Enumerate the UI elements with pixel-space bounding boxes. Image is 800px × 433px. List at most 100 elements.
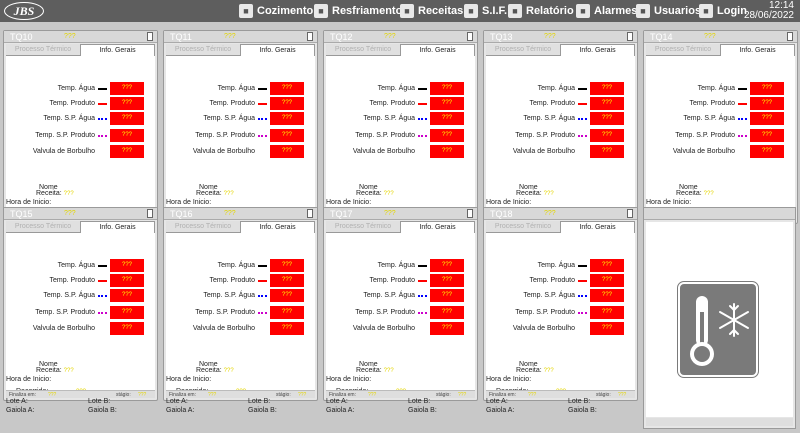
panel-title: TQ13 <box>490 32 513 42</box>
panel-expand-button[interactable] <box>147 32 153 41</box>
stagio-value: ??? <box>298 392 307 398</box>
tab-info-gerais[interactable]: Info. Gerais <box>80 221 155 233</box>
tab-info-gerais[interactable]: Info. Gerais <box>400 44 475 56</box>
panel-expand-button[interactable] <box>627 209 633 218</box>
measurement-label: Temp. S.P. Água <box>43 115 95 122</box>
measurement-value: ??? <box>110 259 144 272</box>
tab-info-gerais[interactable]: Info. Gerais <box>240 44 315 56</box>
measurement-label: Temp. Produto <box>49 277 95 284</box>
measurement-value: ??? <box>110 97 144 110</box>
tab-processo-termico[interactable]: Processo Térmico <box>486 44 560 56</box>
hora-inicio-label: Hora de Inicio: <box>6 199 52 206</box>
stagio-value: ??? <box>138 392 147 398</box>
tab-processo-termico[interactable]: Processo Térmico <box>166 44 240 56</box>
tab-info-gerais[interactable]: Info. Gerais <box>560 44 635 56</box>
nav-label: Resfriamento <box>332 5 403 17</box>
panel-expand-button[interactable] <box>147 209 153 218</box>
measurement-value: ??? <box>430 129 464 142</box>
measurement-label: Temp. Produto <box>529 100 575 107</box>
nav-sif-button[interactable]: ■ S.I.F. <box>464 0 507 22</box>
panel-expand-button[interactable] <box>307 32 313 41</box>
panel-body: Temp. Água??? Temp. Produto??? Temp. S.P. … <box>6 233 155 414</box>
panel-title-bar: TQ16??? <box>164 208 317 220</box>
measurement-row: Temp. S.P. Água??? <box>486 112 635 125</box>
tab-processo-termico[interactable]: Processo Térmico <box>326 44 400 56</box>
series-indicator <box>578 135 587 137</box>
panel-expand-button[interactable] <box>627 32 633 41</box>
tab-processo-termico[interactable]: Processo Térmico <box>326 221 400 233</box>
panel-body: Temp. Água??? Temp. Produto??? Temp. S.P. … <box>166 56 315 237</box>
measurement-label: Valvula de Borbulho <box>352 148 415 155</box>
measurement-value: ??? <box>430 289 464 302</box>
nome-label: Nome <box>199 184 218 191</box>
tank-panel: TQ16??? Processo Térmico Info. Gerais Temp.… <box>163 207 318 414</box>
nav-report-button[interactable]: ■ Relatório <box>508 0 574 22</box>
measurement-value: ??? <box>270 322 304 335</box>
measurement-value: ??? <box>430 145 464 158</box>
nav-cooling-button[interactable]: ■ Resfriamento <box>314 0 402 22</box>
series-indicator <box>418 88 427 90</box>
tab-processo-termico[interactable]: Processo Térmico <box>166 221 240 233</box>
title-value: ??? <box>704 33 716 40</box>
series-indicator <box>258 88 267 90</box>
nav-users-button[interactable]: ■ Usuarios <box>636 0 701 22</box>
measurement-label: Temp. S.P. Água <box>363 115 415 122</box>
top-navigation-bar: JBS ■ Cozimento ■ Resfriamento ■ Receitas ■ S.I… <box>0 0 800 22</box>
tab-info-gerais[interactable]: Info. Gerais <box>400 221 475 233</box>
tab-info-gerais[interactable]: Info. Gerais <box>560 221 635 233</box>
measurement-row: Temp. Produto??? <box>6 97 155 110</box>
panel-body: Temp. Água??? Temp. Produto??? Temp. S.P. … <box>166 233 315 414</box>
tab-info-gerais[interactable]: Info. Gerais <box>80 44 155 56</box>
measurement-row: Valvula de Borbulho??? <box>6 145 155 158</box>
stagio-value: ??? <box>458 392 467 398</box>
measurement-row: Temp. S.P. Água??? <box>166 289 315 302</box>
measurement-label: Temp. Água <box>537 85 575 92</box>
panel-title-bar: TQ18??? <box>484 208 637 220</box>
nav-label: Relatório <box>526 5 574 17</box>
panel-title: TQ18 <box>490 209 513 219</box>
series-indicator <box>578 265 587 267</box>
panel-expand-button[interactable] <box>467 209 473 218</box>
nav-recipes-button[interactable]: ■ Receitas <box>400 0 463 22</box>
panel-expand-button[interactable] <box>787 32 793 41</box>
clock-time: 12:14 <box>768 0 794 11</box>
series-indicator <box>258 280 267 282</box>
measurement-label: Temp. S.P. Produto <box>515 309 575 316</box>
measurement-label: Valvula de Borbulho <box>672 148 735 155</box>
series-indicator <box>418 280 427 282</box>
panel-expand-button[interactable] <box>467 32 473 41</box>
measurement-value: ??? <box>430 306 464 319</box>
panel-title: TQ15 <box>10 209 33 219</box>
measurement-value: ??? <box>590 306 624 319</box>
nav-cooking-button[interactable]: ■ Cozimento <box>239 0 313 22</box>
panel-title-bar: TQ11??? <box>164 31 317 43</box>
receita-label: Receita: ??? <box>356 190 394 197</box>
tab-processo-termico[interactable]: Processo Térmico <box>6 221 80 233</box>
tab-info-gerais[interactable]: Info. Gerais <box>240 221 315 233</box>
gaiola-a-label: Gaiola A: <box>326 407 355 414</box>
nav-label: Usuarios <box>654 5 702 17</box>
panel-footer: Finaliza em:??? stágio:??? <box>486 390 635 398</box>
measurement-label: Valvula de Borbulho <box>352 325 415 332</box>
nome-label: Nome <box>679 184 698 191</box>
nome-label: Nome <box>199 361 218 368</box>
tab-info-gerais[interactable]: Info. Gerais <box>720 44 795 56</box>
nav-alarm-button[interactable]: ■ Alarmes <box>576 0 637 22</box>
nav-label: Alarmes <box>594 5 638 17</box>
tab-processo-termico[interactable]: Processo Térmico <box>646 44 720 56</box>
series-indicator <box>98 103 107 105</box>
receita-label: Receita: ??? <box>676 190 714 197</box>
tab-processo-termico[interactable]: Processo Térmico <box>486 221 560 233</box>
empty-panel-footer <box>646 418 793 426</box>
measurement-value: ??? <box>590 97 624 110</box>
measurement-row: Valvula de Borbulho??? <box>166 145 315 158</box>
series-indicator <box>98 118 107 120</box>
panel-expand-button[interactable] <box>307 209 313 218</box>
measurement-row: Temp. Água??? <box>486 259 635 272</box>
measurement-row: Temp. S.P. Produto??? <box>486 306 635 319</box>
tab-processo-termico[interactable]: Processo Térmico <box>6 44 80 56</box>
measurement-value: ??? <box>270 82 304 95</box>
hora-inicio-label: Hora de Inicio: <box>166 376 212 383</box>
nav-login-button[interactable]: ■ Login <box>699 0 747 22</box>
measurement-value: ??? <box>590 145 624 158</box>
